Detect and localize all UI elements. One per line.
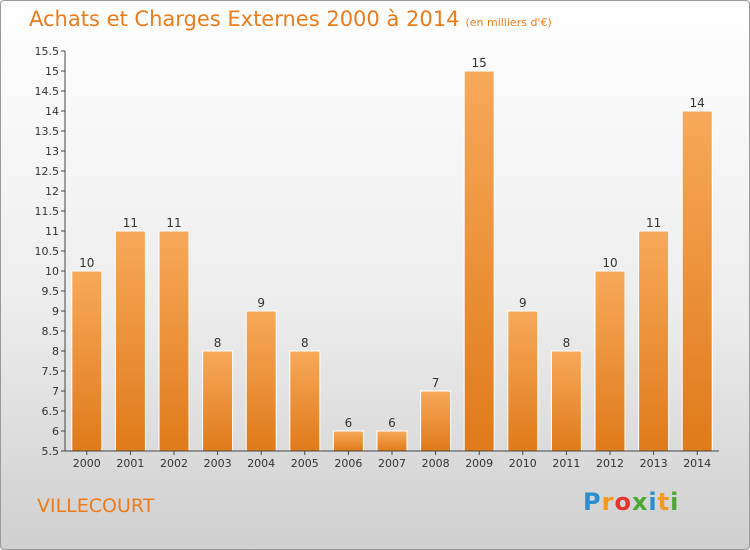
data-label: 11	[646, 216, 661, 230]
commune-name: VILLECOURT	[37, 495, 155, 517]
x-tick-label: 2002	[160, 457, 188, 470]
data-label: 8	[214, 336, 222, 350]
bar	[681, 110, 713, 452]
y-tick-label: 6	[52, 425, 59, 438]
x-tick-label: 2013	[640, 457, 668, 470]
y-tick-label: 10	[45, 265, 59, 278]
y-tick-label: 7.5	[42, 365, 60, 378]
y-tick-label: 8	[52, 345, 59, 358]
x-tick-label: 2012	[596, 457, 624, 470]
data-label: 10	[79, 256, 94, 270]
y-tick-label: 9.5	[42, 285, 60, 298]
x-tick-label: 2004	[247, 457, 275, 470]
data-label: 9	[519, 296, 527, 310]
x-tick-label: 2008	[422, 457, 450, 470]
bar	[332, 430, 364, 452]
data-label: 15	[472, 56, 487, 70]
y-tick-label: 12.5	[35, 165, 60, 178]
logo-letter: t	[657, 488, 671, 516]
y-tick-label: 11	[45, 225, 59, 238]
logo-letter: i	[648, 488, 658, 516]
x-tick-label: 2001	[116, 457, 144, 470]
logo-letter: o	[614, 488, 632, 516]
y-tick-label: 9	[52, 305, 59, 318]
y-tick-label: 15	[45, 65, 59, 78]
x-tick-label: 2014	[683, 457, 711, 470]
data-label: 11	[166, 216, 181, 230]
bar	[158, 230, 190, 452]
x-tick-label: 2000	[73, 457, 101, 470]
bar	[420, 390, 452, 452]
y-tick-label: 7	[52, 385, 59, 398]
y-tick-label: 14.5	[35, 85, 60, 98]
bar	[463, 70, 495, 452]
y-tick-label: 13	[45, 145, 59, 158]
bar	[71, 270, 103, 452]
data-label: 14	[690, 96, 705, 110]
y-tick-label: 14	[45, 105, 59, 118]
proxiti-logo: Proxiti	[583, 488, 679, 516]
x-tick-label: 2003	[204, 457, 232, 470]
bar	[507, 310, 539, 452]
bar	[376, 430, 408, 452]
x-tick-label: 2009	[465, 457, 493, 470]
y-tick-label: 12	[45, 185, 59, 198]
y-tick-label: 13.5	[35, 125, 60, 138]
y-tick-label: 8.5	[42, 325, 60, 338]
bar	[202, 350, 234, 452]
data-label: 6	[388, 416, 396, 430]
chart-title: Achats et Charges Externes 2000 à 2014	[29, 7, 460, 31]
bar	[245, 310, 277, 452]
chart-title-row: Achats et Charges Externes 2000 à 2014 (e…	[29, 7, 552, 31]
logo-letter: x	[631, 488, 649, 516]
y-tick-label: 5.5	[42, 445, 60, 458]
logo-letter: i	[670, 488, 680, 516]
data-label: 8	[563, 336, 571, 350]
unit-note: (en milliers d'€)	[465, 16, 552, 29]
bar	[114, 230, 146, 452]
x-tick-label: 2006	[334, 457, 362, 470]
bar	[638, 230, 670, 452]
y-tick-label: 10.5	[35, 245, 60, 258]
logo-letter: P	[583, 488, 602, 516]
data-label: 9	[257, 296, 265, 310]
y-tick-label: 6.5	[42, 405, 60, 418]
data-label: 8	[301, 336, 309, 350]
x-tick-label: 2010	[509, 457, 537, 470]
data-label: 6	[345, 416, 353, 430]
bar	[289, 350, 321, 452]
data-label: 11	[123, 216, 138, 230]
data-label: 10	[602, 256, 617, 270]
y-tick-label: 11.5	[35, 205, 60, 218]
y-tick-label: 15.5	[35, 45, 60, 58]
data-label: 7	[432, 376, 440, 390]
logo-letter: r	[601, 488, 615, 516]
bar	[594, 270, 626, 452]
bar	[550, 350, 582, 452]
x-tick-label: 2005	[291, 457, 319, 470]
x-tick-label: 2007	[378, 457, 406, 470]
x-tick-label: 2011	[552, 457, 580, 470]
